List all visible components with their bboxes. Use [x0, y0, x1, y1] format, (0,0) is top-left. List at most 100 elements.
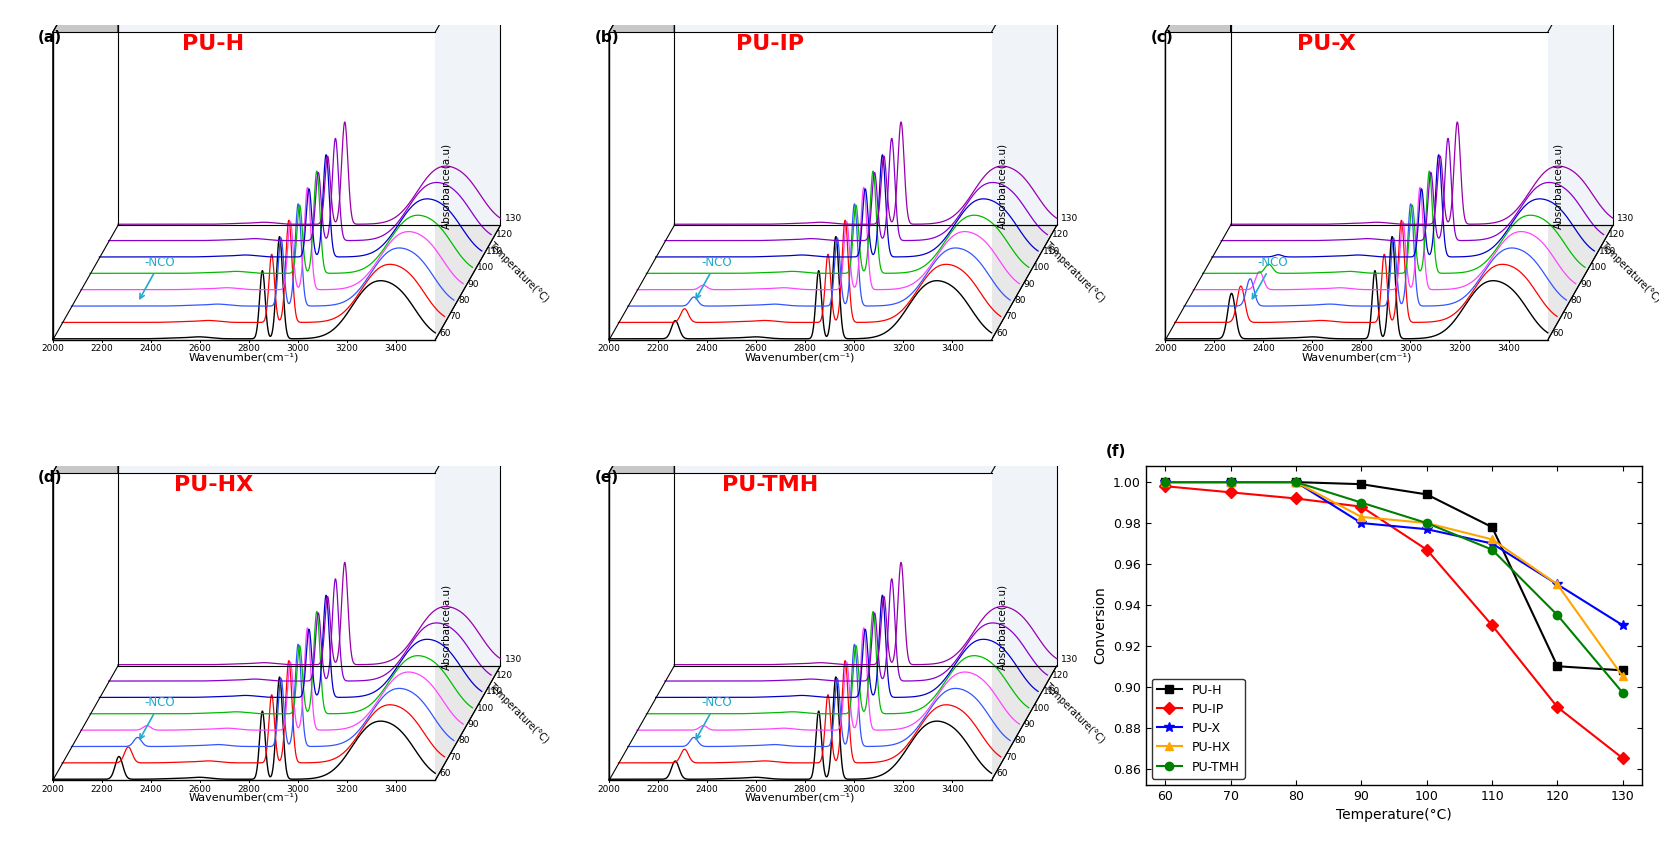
Text: PU-X: PU-X — [1297, 35, 1355, 54]
Text: 60: 60 — [995, 328, 1007, 338]
Text: 90: 90 — [1024, 720, 1035, 729]
Text: 90: 90 — [468, 720, 479, 729]
PU-TMH — [1221, 477, 1241, 487]
Text: Temperature(°C): Temperature(°C) — [486, 240, 551, 305]
Text: 120: 120 — [1052, 671, 1068, 680]
Polygon shape — [674, 0, 1057, 225]
Line: PU-H: PU-H — [1161, 478, 1627, 674]
Text: 3200: 3200 — [893, 344, 914, 354]
PU-IP — [1548, 702, 1568, 712]
Text: 3200: 3200 — [1448, 344, 1472, 354]
Text: PU-HX: PU-HX — [174, 475, 254, 495]
Text: 70: 70 — [450, 312, 461, 322]
PU-IP — [1286, 494, 1306, 504]
PU-HX — [1613, 672, 1632, 682]
Text: Wavenumber(cm⁻¹): Wavenumber(cm⁻¹) — [1301, 353, 1412, 362]
PU-X — [1417, 524, 1437, 534]
Text: 2000: 2000 — [1155, 344, 1176, 354]
PU-X — [1481, 538, 1501, 549]
Text: 3000: 3000 — [1399, 344, 1422, 354]
PU-HX — [1417, 518, 1437, 528]
Text: Temperature(°C): Temperature(°C) — [486, 680, 551, 744]
PU-TMH — [1481, 544, 1501, 555]
Polygon shape — [609, 358, 674, 781]
Text: 130: 130 — [504, 214, 523, 223]
Polygon shape — [1165, 225, 1613, 340]
Text: 2200: 2200 — [91, 344, 113, 354]
Text: 2200: 2200 — [647, 344, 670, 354]
Text: 2400: 2400 — [695, 344, 718, 354]
Text: (c): (c) — [1151, 30, 1173, 45]
Text: -NCO: -NCO — [139, 696, 176, 739]
Text: 2400: 2400 — [139, 785, 163, 794]
Polygon shape — [609, 666, 1057, 781]
Text: Absorbance(a.u): Absorbance(a.u) — [997, 583, 1007, 669]
PU-HX — [1155, 477, 1175, 487]
Text: 110: 110 — [486, 687, 503, 696]
Polygon shape — [609, 473, 992, 781]
Text: 120: 120 — [496, 671, 513, 680]
Text: Wavenumber(cm⁻¹): Wavenumber(cm⁻¹) — [189, 353, 299, 362]
Text: 3000: 3000 — [287, 344, 310, 354]
Polygon shape — [118, 0, 501, 225]
Text: Absorbance(a.u): Absorbance(a.u) — [997, 143, 1007, 229]
Text: (f): (f) — [1107, 445, 1126, 459]
Text: -NCO: -NCO — [139, 256, 176, 299]
Text: 80: 80 — [458, 736, 469, 745]
Text: -NCO: -NCO — [697, 256, 732, 299]
Text: 2800: 2800 — [237, 344, 260, 354]
PU-IP — [1613, 753, 1632, 763]
Polygon shape — [609, 0, 674, 340]
Text: 2000: 2000 — [41, 344, 65, 354]
Text: (a): (a) — [38, 30, 61, 45]
Text: 120: 120 — [1608, 230, 1626, 240]
PU-TMH — [1548, 610, 1568, 620]
Text: (b): (b) — [594, 30, 619, 45]
Text: 2600: 2600 — [1301, 344, 1324, 354]
Text: 3400: 3400 — [1496, 344, 1520, 354]
Text: 2000: 2000 — [597, 785, 620, 794]
PU-H — [1286, 477, 1306, 487]
Polygon shape — [609, 225, 1057, 340]
Text: 70: 70 — [1561, 312, 1573, 322]
Text: Wavenumber(cm⁻¹): Wavenumber(cm⁻¹) — [189, 793, 299, 803]
Text: 130: 130 — [1062, 655, 1078, 663]
Text: 2600: 2600 — [745, 785, 768, 794]
Text: 60: 60 — [995, 769, 1007, 778]
Text: 100: 100 — [1034, 263, 1050, 273]
Text: 3000: 3000 — [843, 344, 866, 354]
Text: 100: 100 — [1034, 704, 1050, 712]
PU-H — [1155, 477, 1175, 487]
Text: 80: 80 — [1571, 296, 1583, 305]
Line: PU-X: PU-X — [1161, 477, 1627, 630]
Text: 80: 80 — [458, 296, 469, 305]
Text: -NCO: -NCO — [697, 696, 732, 739]
PU-H — [1548, 661, 1568, 671]
Text: 2800: 2800 — [1350, 344, 1374, 354]
Text: 2400: 2400 — [1253, 344, 1274, 354]
Polygon shape — [674, 358, 1057, 666]
Polygon shape — [53, 225, 501, 340]
Text: 120: 120 — [496, 230, 513, 240]
PU-TMH — [1155, 477, 1175, 487]
Text: 90: 90 — [1579, 279, 1591, 289]
Text: 110: 110 — [1042, 246, 1060, 256]
Text: 2800: 2800 — [793, 785, 816, 794]
Text: 130: 130 — [1062, 214, 1078, 223]
Polygon shape — [53, 666, 501, 781]
PU-IP — [1352, 501, 1372, 511]
Text: 2600: 2600 — [189, 785, 211, 794]
Polygon shape — [53, 473, 435, 781]
Text: 2600: 2600 — [189, 344, 211, 354]
Text: Temperature(°C): Temperature(°C) — [1599, 240, 1659, 305]
Text: 130: 130 — [504, 655, 523, 663]
PU-IP — [1155, 481, 1175, 491]
Text: 3200: 3200 — [335, 785, 358, 794]
Text: 3400: 3400 — [385, 344, 408, 354]
Text: 60: 60 — [1553, 328, 1564, 338]
Line: PU-IP: PU-IP — [1161, 482, 1627, 762]
PU-HX — [1481, 534, 1501, 544]
Text: 3400: 3400 — [941, 344, 964, 354]
Text: 110: 110 — [486, 246, 503, 256]
Text: Absorbance(a.u): Absorbance(a.u) — [441, 583, 451, 669]
